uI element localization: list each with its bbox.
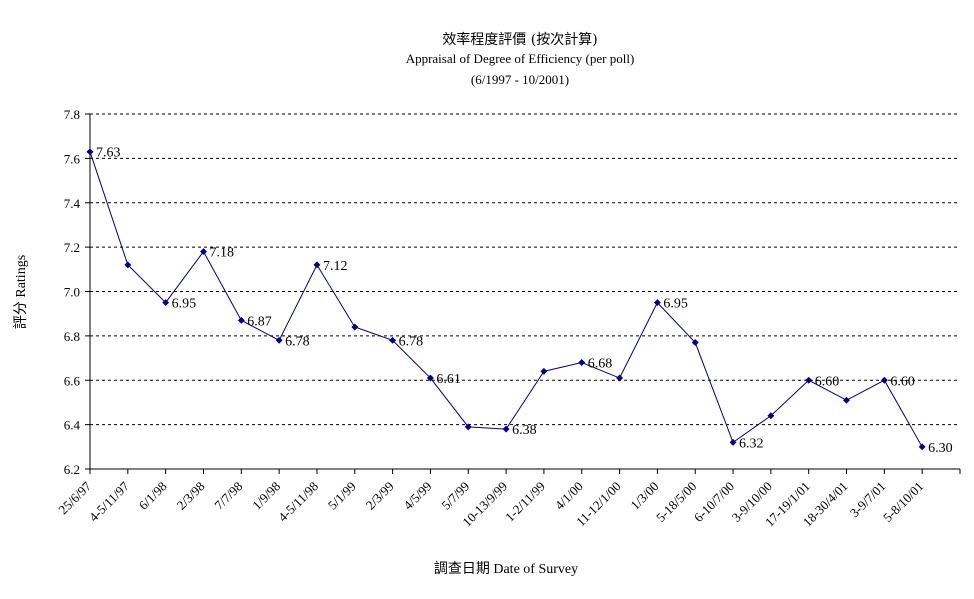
y-tick-label: 7.0 [64, 285, 80, 300]
series-polyline [89, 151, 923, 448]
y-tick-label: 6.4 [64, 418, 81, 433]
y-tick-label: 7.8 [64, 107, 80, 122]
y-tick-label: 7.6 [64, 151, 81, 166]
data-label: 6.87 [247, 314, 272, 329]
data-label: 6.78 [399, 334, 424, 349]
chart-title: 效率程度評價 (按次計算) [442, 31, 597, 48]
y-tick-label: 6.6 [64, 373, 81, 388]
x-tick-label: 4-5/11/97 [86, 478, 132, 524]
data-point-marker [502, 425, 510, 433]
data-point-marker [389, 336, 397, 344]
series-markers [86, 148, 926, 451]
x-tick-label: 5-8/10/01 [880, 479, 926, 525]
x-tick-label: 5-18/5/00 [653, 479, 699, 525]
x-tick-label: 1/3/00 [627, 479, 661, 513]
x-tick-label: 6-10/7/00 [691, 479, 737, 525]
data-point-marker [729, 438, 737, 446]
data-label: 6.60 [890, 374, 915, 389]
series-line [89, 151, 923, 448]
data-point-marker [616, 374, 624, 382]
data-point-marker [313, 261, 321, 269]
data-labels: 7.63 6.95 7.18 6.87 6.78 7.12 6.78 6.61 6.38 6.68… [96, 146, 953, 456]
y-tick-label: 6.8 [64, 329, 80, 344]
y-tick-label: 6.2 [64, 462, 80, 477]
data-point-marker [275, 336, 283, 344]
data-point-marker [918, 443, 926, 451]
x-tick-label: 6/1/98 [136, 479, 170, 513]
gridlines [90, 113, 960, 426]
data-point-marker [351, 323, 359, 331]
x-tick-label: 1-2/11/99 [502, 479, 548, 525]
chart-subtitle: Appraisal of Degree of Efficiency (per p… [406, 51, 635, 66]
x-tick-label: 5/7/99 [438, 479, 472, 513]
data-label: 6.95 [172, 297, 197, 312]
data-point-marker [86, 148, 94, 156]
x-axis-label: 調查日期 Date of Survey [434, 561, 578, 577]
data-point-marker [199, 248, 208, 256]
x-tick-label: 4-5/11/98 [275, 479, 321, 525]
data-label: 6.38 [512, 423, 537, 438]
data-point-marker [464, 423, 472, 431]
data-point-marker [691, 338, 699, 347]
data-label: 6.95 [663, 297, 688, 312]
data-label: 6.61 [436, 372, 461, 387]
data-label: 7.18 [209, 246, 234, 261]
data-point-marker [653, 299, 661, 307]
chart-period: (6/1997 - 10/2001) [471, 72, 569, 87]
data-point-marker [842, 396, 851, 404]
data-point-marker [426, 374, 434, 382]
x-tick-label: 1/9/98 [249, 479, 283, 513]
data-label: 6.32 [739, 436, 764, 451]
x-tick-label: 4/1/00 [552, 479, 586, 513]
data-label: 6.68 [588, 357, 613, 372]
y-tick-label: 7.2 [64, 240, 80, 255]
data-point-marker [805, 376, 813, 384]
x-tick-label: 2/3/99 [363, 479, 397, 513]
data-label: 6.60 [815, 374, 840, 389]
x-tick-label: 7/7/98 [211, 479, 245, 513]
axes [85, 113, 961, 474]
data-label: 7.12 [323, 259, 348, 274]
x-tick-label: 4/5/99 [400, 479, 434, 513]
data-label: 7.63 [96, 146, 121, 161]
data-point-marker [237, 316, 245, 324]
data-point-marker [880, 376, 888, 384]
data-point-marker [767, 412, 775, 420]
y-tick-label: 7.4 [64, 196, 81, 211]
x-tick-label: 2/3/98 [173, 479, 207, 513]
y-axis-label: 評分 Ratings [13, 255, 29, 329]
x-tick-label: 5/1/99 [325, 479, 359, 513]
data-point-marker [124, 261, 132, 269]
y-tick-labels: 6.2 6.4 6.6 6.8 7.0 7.2 7.4 7.6 7.8 [64, 107, 81, 477]
data-point-marker [162, 299, 170, 307]
data-point-marker [540, 367, 548, 375]
data-point-marker [578, 358, 586, 367]
x-tick-labels: 25/6/974-5/11/97 6/1/98 2/3/98 7/7/98 1/9/98… [55, 478, 926, 529]
data-label: 6.78 [285, 334, 310, 349]
data-label: 6.30 [928, 441, 953, 456]
